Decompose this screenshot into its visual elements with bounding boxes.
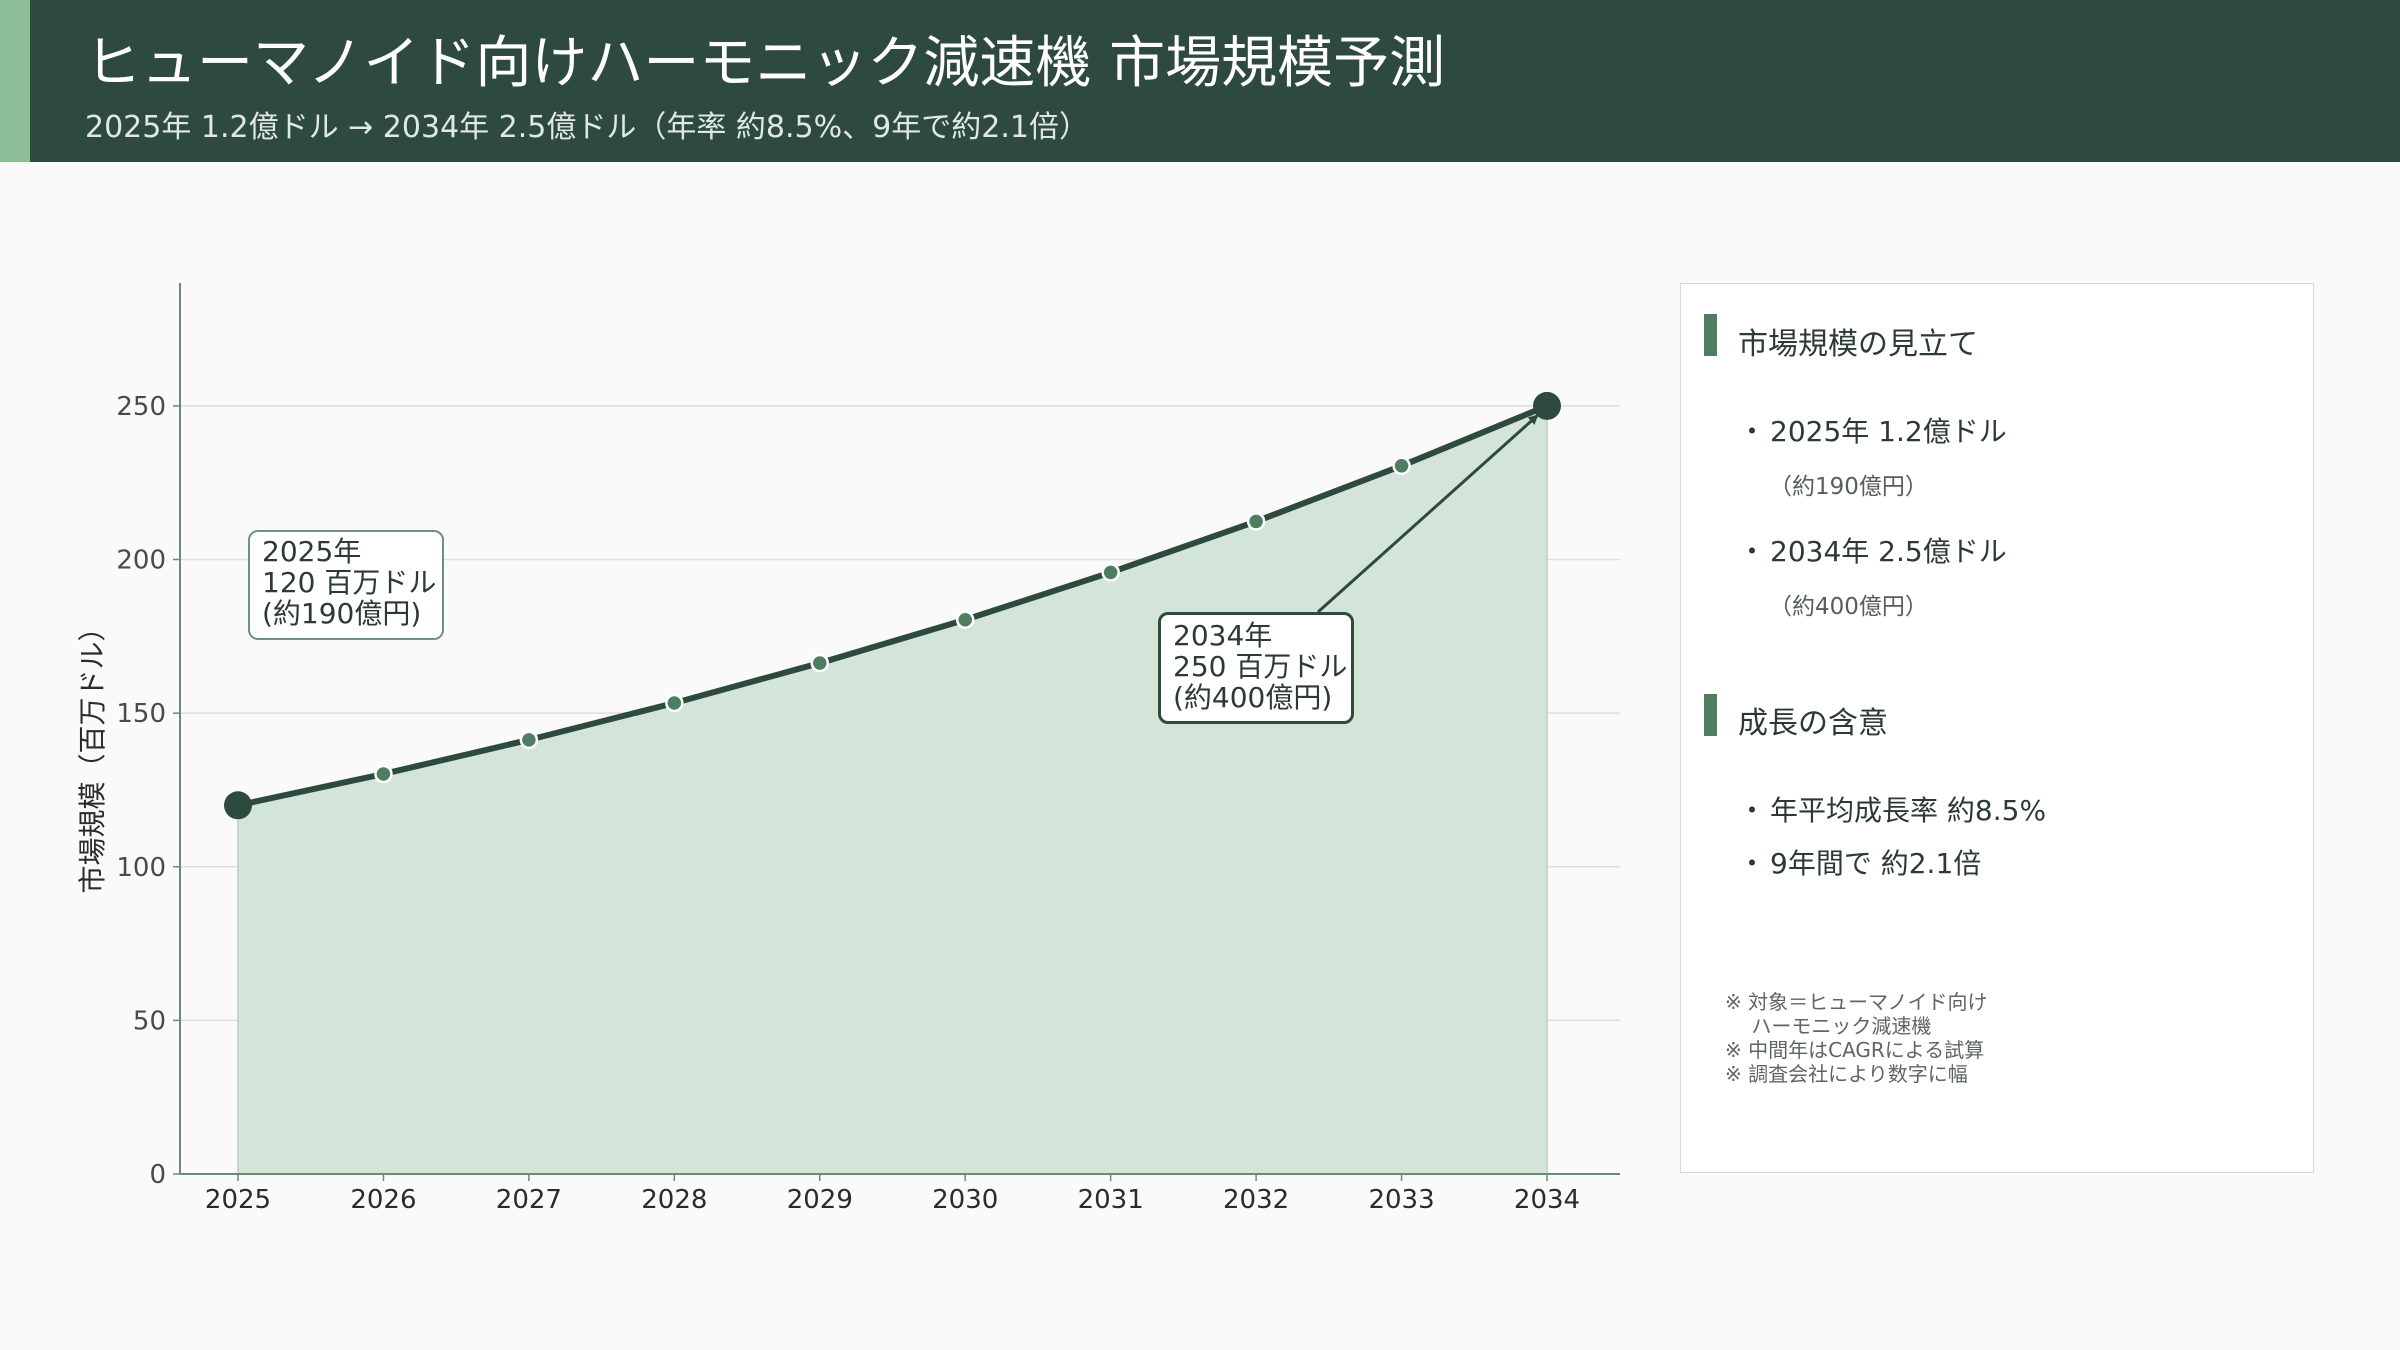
- series-line: [237, 403, 1549, 809]
- summary-panel: 市場規模の見立て ・ 2025年 1.2億ドル （約190億円） ・ 2034年 2…: [1680, 283, 2314, 1173]
- y-tick-label: 200: [116, 546, 166, 576]
- data-point: [374, 764, 393, 784]
- list-item: ・ 2034年 2.5億ドル: [1738, 530, 2007, 570]
- section1-title: 市場規模の見立て: [1738, 327, 1978, 362]
- series-area: [237, 404, 1548, 1175]
- list-item: ・ 2025年 1.2億ドル: [1738, 410, 2007, 450]
- market-size-chart: 0 50 100 150 200 250 2025 2026 2027 2028 2029 2030 2…: [76, 283, 1620, 1215]
- list-subitem: （約190億円）: [1769, 474, 1928, 500]
- list-subitem: （約400億円）: [1769, 594, 1928, 620]
- annotation-2034-line1: 2034年: [1173, 619, 1273, 652]
- annotation-2034-line3: (約400億円): [1173, 681, 1333, 714]
- page-title: ヒューマノイド向けハーモニック減速機 市場規模予測: [85, 31, 1446, 96]
- list-item-text: 9年間で 約2.1倍: [1770, 847, 1982, 880]
- x-tick-label: 2033: [1368, 1185, 1434, 1215]
- bullet: ・: [1738, 415, 1767, 448]
- footnote: ※ 対象＝ヒューマノイド向け: [1725, 990, 1988, 1014]
- bullet: ・: [1738, 535, 1767, 568]
- y-tick-label: 250: [116, 392, 166, 422]
- chart-area: 0 50 100 150 200 250 2025 2026 2027 2028 2029 2030 2…: [0, 162, 1660, 1262]
- annotation-2025: 2025年 120 百万ドル (約190億円): [248, 530, 444, 640]
- footnote: ※ 中間年はCAGRによる試算: [1725, 1038, 1985, 1062]
- footnote: ハーモニック減速機: [1725, 1014, 1932, 1038]
- page-subtitle: 2025年 1.2億ドル → 2034年 2.5億ドル（年率 約8.5%、9年で…: [85, 110, 1089, 145]
- data-point: [955, 610, 975, 629]
- bullet: ・: [1738, 794, 1767, 827]
- x-tick-label: 2034: [1514, 1185, 1580, 1215]
- x-tick-label: 2026: [350, 1185, 416, 1215]
- list-item: ・年平均成長率 約8.5%: [1738, 789, 2046, 829]
- y-tick-label: 0: [149, 1160, 166, 1190]
- data-point: [665, 693, 684, 713]
- footnotes: ※ 対象＝ヒューマノイド向け ハーモニック減速機 ※ 中間年はCAGRによる試算…: [1725, 990, 1988, 1086]
- list-item-text: 2034年 2.5億ドル: [1770, 535, 2007, 568]
- x-tick-label: 2028: [641, 1185, 707, 1215]
- data-point: [1246, 512, 1266, 531]
- x-tick-label: 2031: [1078, 1185, 1144, 1215]
- annotation-2025-line1: 2025年: [262, 535, 362, 568]
- x-tick-label: 2030: [932, 1185, 998, 1215]
- bullet: ・: [1738, 847, 1767, 880]
- x-tick-label: 2029: [787, 1185, 853, 1215]
- x-tick-label: 2032: [1223, 1185, 1289, 1215]
- data-point: [810, 653, 830, 673]
- x-tick-label: 2027: [496, 1185, 562, 1215]
- y-tick-label: 150: [116, 699, 166, 729]
- data-point: [1101, 563, 1120, 582]
- header-accent-stripe: [0, 0, 30, 162]
- data-point: [519, 730, 539, 750]
- annotation-2025-line2: 120 百万ドル: [262, 566, 437, 599]
- section1-marker: [1704, 314, 1717, 356]
- y-axis-label: 市場規模（百万ドル）: [76, 613, 109, 893]
- section2-marker: [1704, 694, 1717, 736]
- x-tick-label: 2025: [205, 1185, 271, 1215]
- data-point: [1533, 391, 1561, 420]
- data-point: [1392, 456, 1411, 476]
- data-point: [224, 791, 252, 820]
- annotation-2034-line2: 250 百万ドル: [1173, 650, 1348, 683]
- list-item: ・ 9年間で 約2.1倍: [1738, 842, 1981, 882]
- annotation-2025-line3: (約190億円): [262, 597, 422, 630]
- section2-title: 成長の含意: [1738, 706, 1888, 741]
- y-tick-label: 100: [116, 853, 166, 883]
- header-bar: ヒューマノイド向けハーモニック減速機 市場規模予測 2025年 1.2億ドル →…: [0, 0, 2400, 162]
- annotation-2034: 2034年 250 百万ドル (約400億円): [1158, 612, 1354, 724]
- y-tick-label: 50: [133, 1006, 166, 1036]
- list-item-text: 年平均成長率 約8.5%: [1770, 794, 2047, 827]
- list-item-text: 2025年 1.2億ドル: [1770, 415, 2007, 448]
- annotation-arrow: [1316, 414, 1539, 614]
- footnote: ※ 調査会社により数字に幅: [1725, 1062, 1968, 1086]
